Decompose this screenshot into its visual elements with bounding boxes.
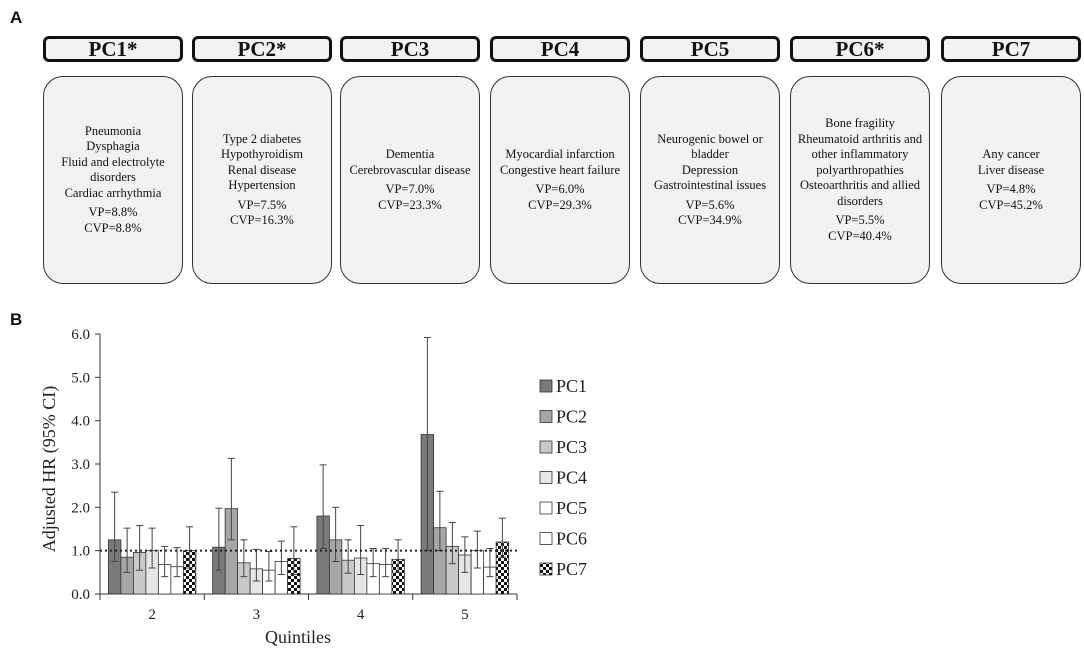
condition: Hypertension: [228, 178, 296, 192]
legend-label-pc7: PC7: [556, 559, 587, 579]
panel-b-label: B: [10, 310, 23, 329]
pc2-header: PC2*: [192, 36, 332, 62]
y-tick-label: 3.0: [71, 457, 90, 473]
pc5-box: Neurogenic bowel or bladder Depression G…: [640, 76, 780, 284]
vp-value: VP=7.0%: [385, 182, 435, 196]
pc1-box: Pneumonia Dysphagia Fluid and electrolyt…: [43, 76, 183, 284]
condition: Rheumatoid arthritis and other inflammat…: [797, 131, 923, 177]
y-tick-label: 0.0: [71, 587, 90, 603]
x-axis-title: Quintiles: [265, 627, 331, 647]
condition: Neurogenic bowel or bladder: [657, 131, 763, 162]
pc2-box: Type 2 diabetes Hypothyroidism Renal dis…: [192, 76, 332, 284]
vp-value: VP=4.8%: [986, 182, 1036, 196]
cvp-value: CVP=8.8%: [84, 220, 142, 235]
condition: Fluid and electrolyte disorders: [61, 154, 165, 185]
pc4-box: Myocardial infarction Congestive heart f…: [490, 76, 630, 284]
condition: Liver disease: [977, 162, 1045, 177]
legend-label-pc1: PC1: [556, 376, 587, 396]
condition: Cardiac arrhythmia: [64, 185, 162, 200]
legend-swatch-pc2: [539, 410, 553, 423]
condition: Myocardial infarction: [505, 147, 615, 161]
vp-value: VP=6.0%: [535, 182, 585, 196]
x-tick-label: 5: [461, 607, 469, 623]
cvp-value: CVP=29.3%: [528, 197, 592, 212]
legend-swatch-pc5: [539, 501, 553, 515]
pc7-box: Any cancer Liver disease VP=4.8% CVP=45.…: [941, 76, 1081, 284]
y-axis-title: Adjusted HR (95% CI): [39, 386, 60, 552]
condition: Renal disease: [227, 162, 297, 177]
y-tick-label: 4.0: [71, 414, 90, 430]
y-tick-label: 2.0: [71, 500, 90, 516]
pc1-header: PC1*: [43, 36, 183, 62]
legend-label-pc2: PC2: [556, 407, 587, 427]
legend-swatch-pc4: [539, 471, 553, 484]
condition: Pneumonia: [84, 123, 142, 138]
x-tick-label: 2: [148, 607, 156, 623]
cvp-value: CVP=23.3%: [378, 197, 442, 212]
x-tick-label: 4: [357, 607, 365, 623]
cvp-value: CVP=34.9%: [678, 213, 742, 227]
pc6-header: PC6*: [790, 36, 930, 62]
cvp-value: CVP=45.2%: [979, 197, 1043, 212]
pc4-header: PC4: [490, 36, 630, 62]
legend-swatch-pc7: [539, 562, 553, 576]
pc7-header: PC7: [941, 36, 1081, 62]
legend-label-pc3: PC3: [556, 437, 587, 457]
condition: Dementia: [385, 147, 435, 161]
pc5-header: PC5: [640, 36, 780, 62]
condition: Depression: [681, 162, 739, 177]
condition: Hypothyroidism: [221, 147, 303, 161]
condition: Any cancer: [982, 147, 1040, 161]
legend-label-pc6: PC6: [556, 529, 587, 549]
condition: Type 2 diabetes: [222, 131, 302, 146]
y-tick-label: 1.0: [71, 544, 90, 560]
legend-swatch-pc1: [539, 379, 553, 393]
condition: Congestive heart failure: [499, 162, 621, 177]
panel-a-label: A: [10, 8, 23, 27]
pc3-header: PC3: [340, 36, 480, 62]
cvp-value: CVP=16.3%: [230, 213, 294, 227]
legend-swatch-pc6: [539, 532, 553, 545]
vp-value: VP=8.8%: [88, 205, 138, 220]
vp-value: VP=5.6%: [685, 197, 735, 212]
y-tick-label: 6.0: [71, 327, 90, 343]
hr-bar-chart: 0.0 1.0 2.0 3.0 4.0 5.0 6.0 2 3 4 5 PC1 PC2 PC3 PC4 PC5…: [39, 327, 587, 647]
pc6-box: Bone fragility Rheumatoid arthritis and …: [790, 76, 930, 284]
legend-label-pc4: PC4: [556, 468, 587, 488]
vp-value: VP=7.5%: [237, 197, 287, 212]
condition: Dysphagia: [86, 139, 140, 154]
y-tick-label: 5.0: [71, 370, 90, 386]
x-tick-label: 3: [253, 607, 261, 623]
legend-swatch-pc3: [539, 440, 553, 454]
cvp-value: CVP=40.4%: [828, 228, 892, 243]
legend-label-pc5: PC5: [556, 498, 587, 518]
vp-value: VP=5.5%: [835, 213, 885, 227]
condition: Cerebrovascular disease: [349, 162, 471, 177]
condition: Osteoarthritis and allied disorders: [799, 178, 921, 208]
condition: Gastrointestinal issues: [653, 178, 767, 192]
condition: Bone fragility: [825, 116, 895, 130]
pc3-box: Dementia Cerebrovascular disease VP=7.0%…: [340, 76, 480, 284]
